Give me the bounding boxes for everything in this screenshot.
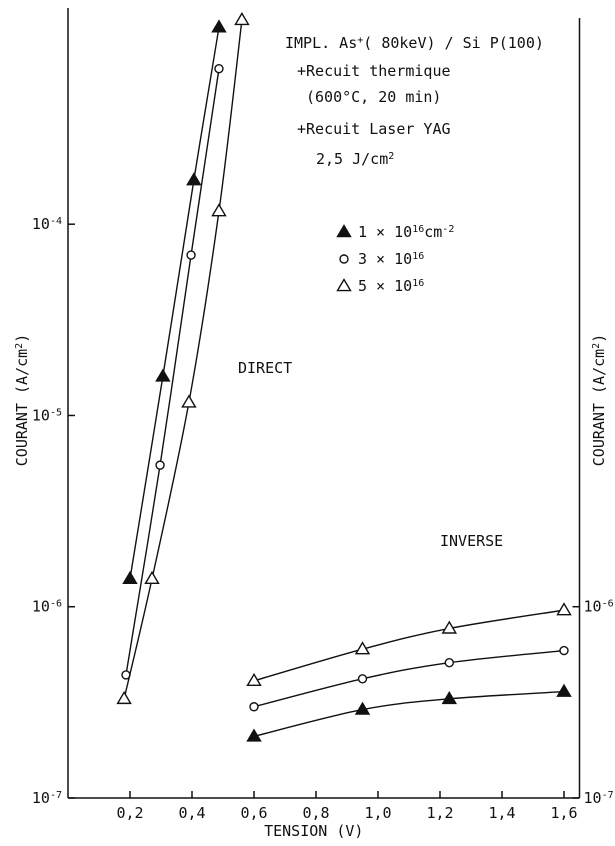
y-axis-label-part: 2 [14, 343, 25, 349]
y-tick-exp: -7 [50, 790, 62, 801]
marker [444, 657, 454, 668]
annotation: IMPL. As+( 80keV) / Si P(100) [285, 34, 544, 52]
y-axis-label-part: ) [13, 334, 31, 343]
annotation: 2,5 J/cm2 [316, 150, 394, 168]
marker [246, 672, 262, 687]
annotation: +Recuit thermique [297, 62, 451, 80]
y-tick-base: 10 [32, 215, 50, 233]
x-tick-label: 1,6 [550, 804, 577, 822]
marker [357, 674, 368, 684]
y-tick-label: 10-5 [32, 406, 62, 424]
legend-label: 1 × 1016cm-2 [358, 223, 454, 241]
y-tick-label: 10-7 [32, 789, 62, 807]
legend-label: 5 × 1016 [358, 277, 424, 295]
annotation-part: +Recuit thermique [297, 62, 451, 80]
y2-tick-label: 10-7 [584, 789, 614, 807]
y2-axis-label-part: ) [590, 334, 608, 343]
marker [556, 683, 572, 697]
marker [441, 620, 458, 634]
y2-tick-exp: -6 [602, 598, 614, 609]
fit-curve [129, 27, 220, 579]
marker [441, 690, 458, 705]
y2-axis-label-part: COURANT (A/cm [590, 349, 608, 466]
marker [211, 19, 227, 33]
y2-tick-label: 10-6 [584, 598, 614, 616]
marker [234, 12, 250, 26]
y-axis-label: COURANT (A/cm2) [13, 334, 31, 466]
y2-tick-base: 10 [584, 789, 602, 807]
annotation-part: + [357, 35, 363, 46]
marker [144, 570, 160, 585]
marker [122, 570, 138, 585]
x-axis-label: TENSION (V) [264, 822, 363, 840]
legend-label-part: 5 × 10 [358, 277, 412, 295]
marker [559, 645, 569, 656]
legend-label-part: cm [424, 223, 442, 241]
annotation-part: +Recuit Laser YAG [297, 120, 451, 138]
legend-label-part: 16 [412, 224, 424, 235]
legend-label-part: -2 [442, 224, 454, 235]
marker [211, 203, 227, 217]
fit-curve [125, 68, 220, 676]
annotation: +Recuit Laser YAG [297, 120, 451, 138]
legend-marker [336, 278, 352, 292]
marker [556, 602, 572, 616]
fit-curve [253, 649, 565, 708]
marker [186, 250, 196, 260]
y2-axis-label-part: 2 [591, 343, 602, 349]
fit-curve [123, 19, 243, 699]
x-tick-label: 1,4 [488, 804, 515, 822]
x-tick-label: 0,6 [240, 804, 267, 822]
x-tick-label: 0,2 [116, 804, 143, 822]
legend-label-part: 16 [412, 278, 424, 289]
marker [155, 460, 165, 470]
annotation-part: (600°C, 20 min) [306, 88, 441, 106]
legend-label-part: 1 × 10 [358, 223, 412, 241]
fit-curve [253, 690, 565, 738]
marker [186, 172, 202, 186]
legend-label-part: 3 × 10 [358, 250, 412, 268]
y-tick-base: 10 [32, 406, 50, 424]
y-axis-label-part: COURANT (A/cm [13, 349, 31, 466]
annotation-part: ( 80keV) / Si P(100) [363, 34, 544, 52]
x-tick-label: 0,4 [178, 804, 205, 822]
marker [155, 368, 171, 382]
y-tick-exp: -4 [50, 216, 62, 227]
marker [116, 690, 132, 705]
y2-tick-exp: -7 [602, 790, 614, 801]
marker [246, 728, 262, 742]
legend-marker [339, 254, 349, 264]
annotation-part: 2,5 J/cm [316, 150, 388, 168]
y-tick-exp: -5 [50, 407, 62, 418]
x-tick-label: 1,0 [364, 804, 391, 822]
legend-marker [336, 224, 352, 238]
annotation-part: 2 [388, 151, 394, 162]
marker [354, 701, 371, 715]
legend-label-part: 16 [412, 251, 424, 262]
y-tick-exp: -6 [50, 598, 62, 609]
annotation-part: IMPL. As [285, 34, 357, 52]
legend-label: 3 × 1016 [358, 250, 424, 268]
y2-tick-base: 10 [584, 598, 602, 616]
y-tick-label: 10-6 [32, 598, 62, 616]
y-tick-base: 10 [32, 789, 50, 807]
marker [214, 64, 224, 74]
marker [354, 641, 371, 655]
annotation: (600°C, 20 min) [306, 88, 441, 106]
y2-axis-label: COURANT (A/cm2) [590, 334, 608, 466]
fit-curve [253, 609, 565, 682]
marker [249, 702, 259, 712]
group-label: INVERSE [440, 532, 503, 550]
group-label: DIRECT [238, 359, 292, 377]
marker [181, 394, 197, 408]
y-tick-base: 10 [32, 598, 50, 616]
x-tick-label: 0,8 [302, 804, 329, 822]
x-tick-label: 1,2 [426, 804, 453, 822]
y-tick-label: 10-4 [32, 215, 62, 233]
